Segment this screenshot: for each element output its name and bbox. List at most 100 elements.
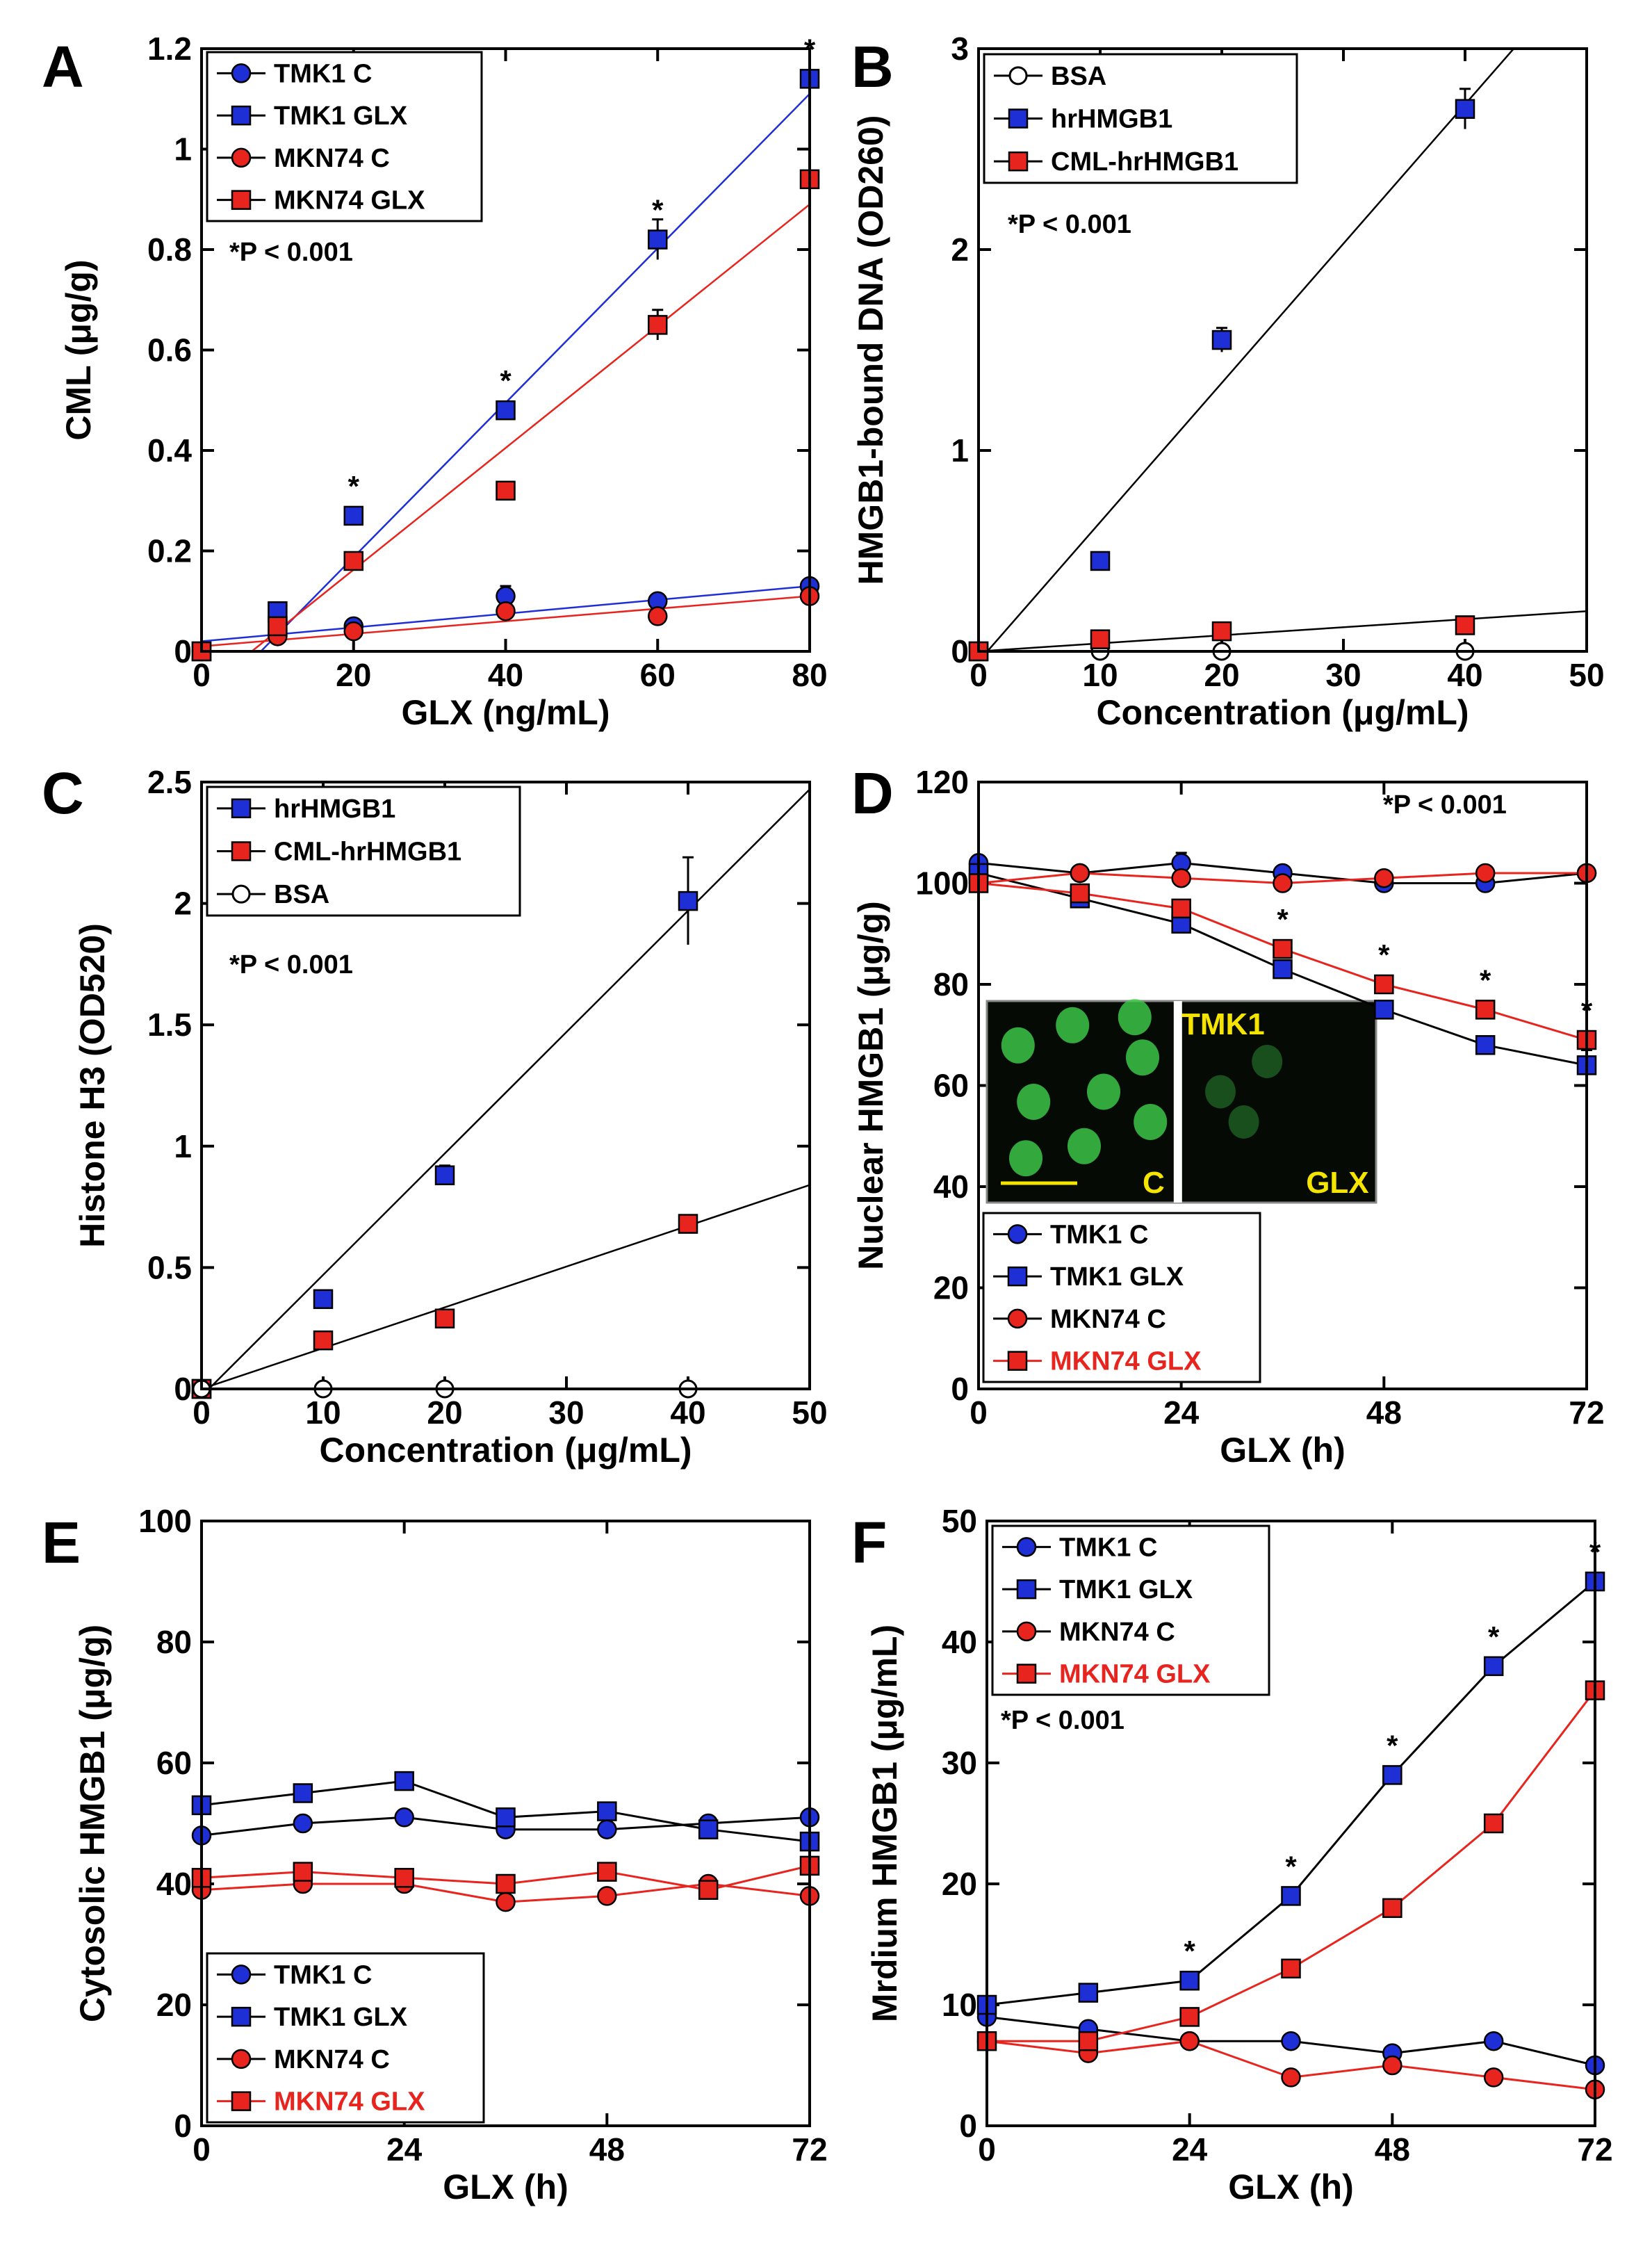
series-mkn74-glx [976, 1680, 1605, 2051]
data-point [1475, 863, 1496, 884]
nucleus-stained [1087, 1073, 1120, 1110]
legend-label: CML-hrHMGB1 [274, 838, 461, 867]
panel-a: A 0 20 40 60 80 0 0.2 0.4 0.6 0.8 1 1.2 GLX (ng/mL) CM… [42, 31, 828, 732]
data-point [1090, 629, 1111, 649]
nucleus-faint [1252, 1045, 1283, 1078]
data-point [293, 1862, 313, 1882]
data-point [648, 229, 668, 250]
legend-label: MKN74 GLX [274, 186, 425, 215]
x-tick-label: 48 [1375, 2131, 1410, 2167]
y-tick-label: 20 [942, 1866, 977, 1902]
legend: TMK1 C TMK1 GLX MKN74 C MKN74 GLX [982, 1212, 1261, 1383]
nucleus-stained [1001, 1027, 1035, 1064]
significance-star: * [1285, 1850, 1297, 1882]
panel-e: E 0 24 48 72 0 20 40 60 80 100 GLX (h) Cytosolic HMG… [42, 1503, 828, 2206]
x-tick-label: 20 [1204, 657, 1239, 693]
significance-star: * [1488, 1620, 1500, 1653]
x-tick-label: 0 [970, 1394, 988, 1431]
legend-label: hrHMGB1 [274, 795, 395, 824]
y-tick-label: 0.4 [147, 432, 192, 469]
legend-label: BSA [274, 880, 329, 909]
significance-star: * [1480, 963, 1491, 996]
legend-label: hrHMGB1 [1051, 105, 1172, 134]
x-tick-label: 10 [1082, 657, 1118, 693]
data-point [1475, 1035, 1496, 1055]
legend-marker [231, 147, 252, 168]
legend-marker [231, 2006, 252, 2027]
x-tick-label: 24 [386, 2131, 423, 2167]
data-point [1273, 959, 1293, 979]
legend-label: MKN74 GLX [1059, 1660, 1211, 1689]
data-point [1078, 1983, 1099, 2003]
panel-letter: C [42, 761, 84, 826]
data-point [648, 315, 668, 335]
nucleus-stained [1017, 1084, 1051, 1120]
legend-marker [1008, 151, 1029, 172]
legend-marker [1016, 1621, 1037, 1642]
data-point [1382, 1898, 1402, 1919]
data-point [1281, 2067, 1301, 2088]
plot-frame [977, 781, 1588, 1390]
nucleus-stained [1009, 1140, 1042, 1177]
x-tick-label: 0 [978, 2131, 996, 2167]
x-axis-label: GLX (ng/mL) [402, 693, 610, 732]
inset-label-top: TMK1 [1181, 1007, 1265, 1041]
p-value-note: *P < 0.001 [1383, 790, 1507, 820]
data-point [597, 1801, 617, 1821]
data-point [1374, 868, 1394, 888]
legend-box [991, 1524, 1270, 1696]
legend-marker [231, 2091, 252, 2111]
data-point [496, 1892, 516, 1912]
data-point [496, 400, 516, 421]
legend-label: TMK1 GLX [274, 2003, 408, 2032]
panel-letter: F [851, 1510, 887, 1575]
data-point [1475, 1000, 1496, 1020]
legend-marker [231, 63, 252, 83]
significance-star: * [1277, 903, 1289, 936]
x-tick-label: 40 [488, 657, 523, 693]
data-point [496, 1873, 516, 1894]
data-point [293, 1783, 313, 1803]
inset-micrograph: TMK1 C GLX [986, 999, 1377, 1204]
panel-letter: A [42, 34, 84, 99]
data-point [1483, 2031, 1504, 2051]
data-point [496, 480, 516, 501]
legend-marker [231, 190, 252, 210]
y-tick-label: 60 [933, 1068, 969, 1104]
data-point [597, 1886, 617, 1906]
plot-frame [977, 47, 1588, 653]
data-point [1483, 1813, 1504, 1834]
y-axis-label: Nuclear HMGB1 (μg/g) [851, 901, 890, 1270]
legend-label: MKN74 C [274, 144, 390, 173]
data-point [1281, 1958, 1301, 1979]
data-point [1374, 1000, 1394, 1020]
legend-marker [231, 2049, 252, 2069]
data-point [1171, 868, 1191, 888]
legend-marker [231, 798, 252, 819]
fit-line [207, 788, 810, 1389]
significance-star: * [1184, 1935, 1195, 1967]
x-tick-label: 10 [305, 1394, 341, 1431]
plot-frame [200, 781, 811, 1390]
legend-marker [231, 841, 252, 861]
x-tick-label: 24 [1172, 2131, 1208, 2167]
legend-marker [1007, 1351, 1028, 1371]
y-tick-label: 1 [174, 131, 192, 168]
x-tick-label: 24 [1163, 1394, 1200, 1431]
x-tick-label: 72 [792, 2131, 827, 2167]
x-tick-label: 20 [427, 1394, 462, 1431]
y-tick-label: 1.2 [147, 31, 192, 67]
legend: BSA hrHMGB1 CML-hrHMGB1 [983, 53, 1298, 184]
significance-star: * [1378, 938, 1390, 971]
data-point [313, 1330, 334, 1351]
plot-frame [986, 1520, 1596, 2127]
y-tick-label: 0.2 [147, 533, 192, 569]
data-point [1483, 2067, 1504, 2088]
x-tick-label: 80 [792, 657, 827, 693]
x-tick-label: 0 [193, 2131, 211, 2167]
y-tick-label: 40 [933, 1169, 969, 1205]
y-tick-label: 0 [959, 2108, 977, 2144]
data-point [698, 1819, 719, 1839]
y-tick-label: 60 [156, 1745, 192, 1781]
legend-label: MKN74 C [1050, 1305, 1166, 1334]
